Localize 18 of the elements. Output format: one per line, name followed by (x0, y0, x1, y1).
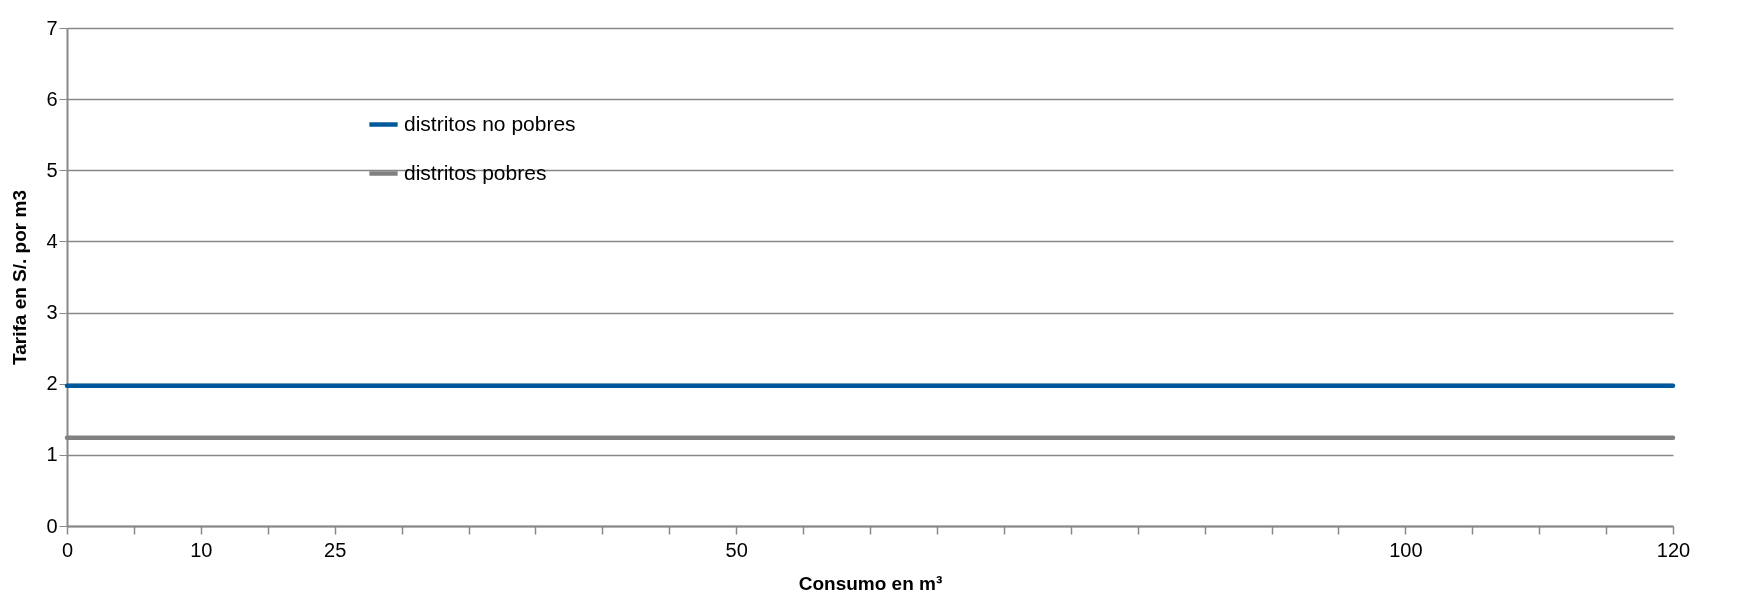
x-tick-label: 120 (1656, 538, 1691, 561)
x-tick-label: 0 (61, 538, 74, 561)
legend-label: distritos pobres (404, 160, 547, 184)
y-tick-label: 7 (46, 16, 58, 39)
x-tick-label: 25 (324, 538, 347, 561)
y-tick-label: 5 (46, 158, 58, 181)
y-axis-title: Tarifa en S/. por m3 (9, 190, 31, 365)
x-tick-label: 10 (190, 538, 213, 561)
x-tick-label: 50 (725, 538, 748, 561)
x-tick-label: 100 (1389, 538, 1423, 561)
y-tick-label: 6 (46, 87, 58, 110)
y-tick-label: 4 (46, 229, 58, 252)
y-tick-label: 1 (46, 443, 58, 466)
y-tick-label: 0 (46, 514, 58, 537)
x-axis-title: Consumo en m³ (798, 572, 943, 594)
y-tick-label: 2 (46, 372, 58, 395)
legend-label: distritos no pobres (404, 111, 576, 135)
y-tick-label: 3 (46, 301, 58, 324)
